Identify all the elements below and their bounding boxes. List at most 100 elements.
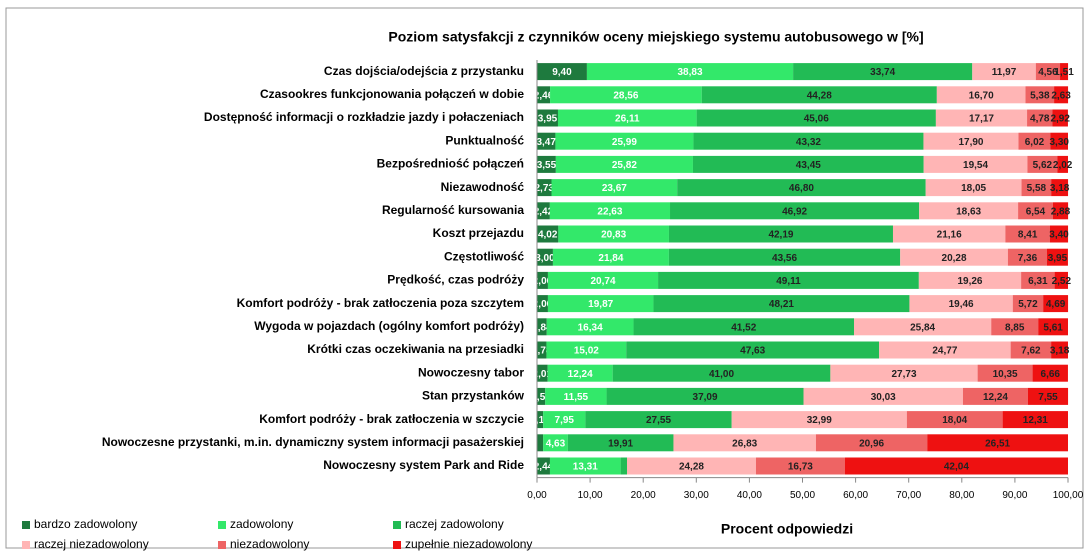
bar-segment bbox=[585, 411, 732, 429]
value-label: 16,73 bbox=[788, 462, 813, 473]
bar-segment bbox=[936, 86, 1026, 104]
value-label: 16,34 bbox=[578, 322, 603, 333]
bar-segment bbox=[537, 109, 558, 127]
bar-segment bbox=[962, 387, 1028, 405]
legend-swatch bbox=[218, 521, 226, 529]
bar-segment bbox=[935, 109, 1028, 127]
category-label: Krótki czas oczekiwania na przesiadki bbox=[307, 342, 524, 356]
value-label: 6,31 bbox=[1028, 276, 1048, 287]
legend-label: bardzo zadowolony bbox=[34, 517, 137, 531]
category-label: Koszt przejazdu bbox=[433, 226, 524, 240]
bar-segment bbox=[537, 225, 559, 243]
bar-segment bbox=[1052, 202, 1069, 220]
value-label: 33,74 bbox=[870, 67, 895, 78]
x-axis-title: Procent odpowiedzi bbox=[721, 521, 853, 537]
bar-segment bbox=[1051, 179, 1069, 197]
bar-segment bbox=[537, 364, 548, 382]
bar-segment bbox=[537, 411, 544, 429]
bar-segment bbox=[1021, 271, 1055, 289]
legend-label: zupełnie niezadowolony bbox=[405, 537, 532, 551]
bar-segment bbox=[537, 341, 547, 359]
bar-segment bbox=[668, 248, 901, 266]
value-label: 4,63 bbox=[546, 438, 566, 449]
bar-segment bbox=[1005, 225, 1050, 243]
bar-segment bbox=[1051, 341, 1068, 359]
x-tick-label: 20,00 bbox=[631, 490, 656, 501]
bar-segment bbox=[830, 364, 978, 382]
value-label: 2,02 bbox=[1053, 160, 1073, 171]
value-label: 43,45 bbox=[796, 160, 821, 171]
value-label: 17,90 bbox=[958, 137, 983, 148]
value-label: 3,95 bbox=[538, 114, 558, 125]
bar-segment bbox=[1035, 63, 1061, 81]
legend-label: zadowolony bbox=[230, 517, 293, 531]
x-tick-label: 80,00 bbox=[949, 490, 974, 501]
bar-segment bbox=[803, 387, 963, 405]
value-label: 3,18 bbox=[1050, 346, 1070, 357]
value-label: 22,63 bbox=[597, 206, 622, 217]
bar-segment bbox=[1052, 109, 1068, 127]
value-label: 2,88 bbox=[1051, 206, 1071, 217]
value-label: 43,32 bbox=[796, 137, 821, 148]
legend-swatch bbox=[393, 541, 401, 549]
x-tick-label: 100,00 bbox=[1053, 490, 1084, 501]
category-label: Regularność kursowania bbox=[382, 203, 524, 217]
bar-segment bbox=[537, 457, 550, 475]
bar-segment bbox=[1018, 132, 1051, 150]
value-label: 4,78 bbox=[1030, 114, 1050, 125]
bar-segment bbox=[1054, 271, 1068, 289]
bar-segment bbox=[1002, 411, 1068, 429]
value-label: 19,26 bbox=[957, 276, 982, 287]
value-label: 19,46 bbox=[949, 299, 974, 310]
category-label: Nowoczesny tabor bbox=[418, 365, 524, 379]
value-label: 49,11 bbox=[776, 276, 801, 287]
value-label: 41,00 bbox=[709, 369, 734, 380]
bar-segment bbox=[555, 132, 694, 150]
value-label: 15,02 bbox=[574, 346, 599, 357]
value-label: 18,04 bbox=[942, 415, 967, 426]
value-label: 46,92 bbox=[782, 206, 807, 217]
bar-segment bbox=[692, 155, 924, 173]
value-label: 32,99 bbox=[807, 415, 832, 426]
category-label: Stan przystanków bbox=[422, 389, 525, 403]
bar-segment bbox=[755, 457, 845, 475]
bar-segment bbox=[1027, 387, 1069, 405]
category-label: Komfort podróży - brak zatłoczenia w szc… bbox=[259, 412, 524, 426]
bar-segment bbox=[972, 63, 1036, 81]
value-label: 1,51 bbox=[1054, 67, 1074, 78]
value-label: 4,56 bbox=[1038, 67, 1058, 78]
value-label: 3,47 bbox=[536, 137, 556, 148]
value-label: 3,95 bbox=[1048, 253, 1068, 264]
value-label: 27,73 bbox=[891, 369, 916, 380]
bar-segment bbox=[555, 155, 693, 173]
bar-segment bbox=[927, 434, 1068, 452]
x-tick-label: 30,00 bbox=[684, 490, 709, 501]
bar-segment bbox=[1007, 248, 1047, 266]
value-label: 20,96 bbox=[859, 438, 884, 449]
value-label: 19,54 bbox=[963, 160, 988, 171]
bar-segment bbox=[977, 364, 1033, 382]
bar-segment bbox=[658, 271, 919, 289]
bar-segment bbox=[879, 341, 1011, 359]
value-label: 12,31 bbox=[1023, 415, 1048, 426]
value-label: 11,97 bbox=[992, 67, 1017, 78]
bar-segment bbox=[586, 63, 794, 81]
value-label: 8,85 bbox=[1005, 322, 1025, 333]
value-label: 18,05 bbox=[961, 183, 986, 194]
bar-segment bbox=[854, 318, 992, 336]
value-label: 25,82 bbox=[612, 160, 637, 171]
value-label: 1,55 bbox=[531, 392, 551, 403]
value-label: 24,28 bbox=[679, 462, 704, 473]
bar-segment bbox=[693, 132, 924, 150]
bar-segment bbox=[844, 457, 1068, 475]
bar-segment bbox=[546, 341, 627, 359]
value-label: 2,06 bbox=[533, 276, 553, 287]
value-label: 16,70 bbox=[969, 90, 994, 101]
chart-title: Poziom satysfakcji z czynników oceny mie… bbox=[388, 29, 923, 45]
category-label: Niezawodność bbox=[441, 180, 525, 194]
value-label: 44,28 bbox=[807, 90, 832, 101]
value-label: 7,55 bbox=[1038, 392, 1058, 403]
value-label: 26,51 bbox=[985, 438, 1010, 449]
bar-segment bbox=[547, 295, 654, 313]
bar-segment bbox=[1021, 179, 1052, 197]
